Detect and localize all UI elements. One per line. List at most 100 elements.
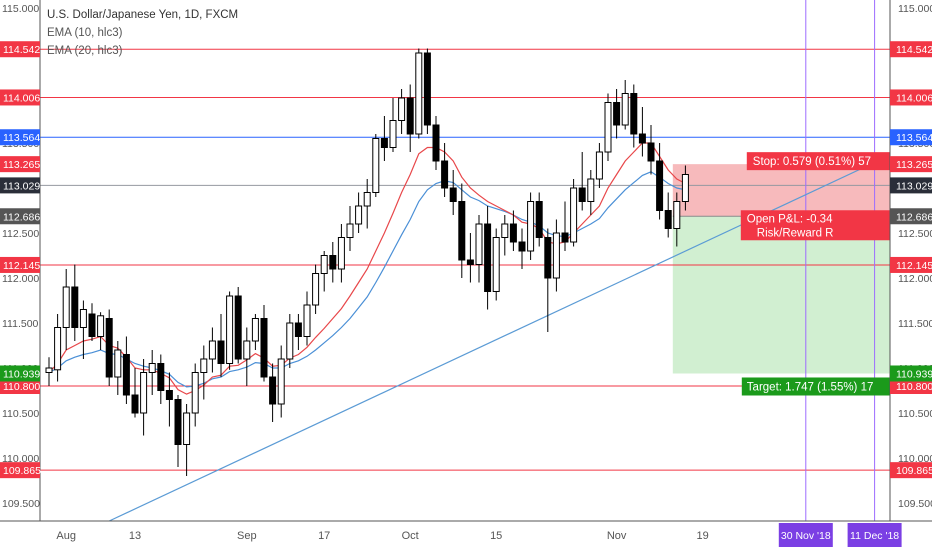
candle-body[interactable] [484, 223, 492, 292]
candle-body[interactable] [458, 201, 466, 261]
candle-body[interactable] [492, 237, 500, 292]
candle-body[interactable] [406, 97, 414, 135]
right-tick-label: 109.500 [898, 498, 932, 510]
candle-body[interactable] [260, 318, 268, 378]
candle-body[interactable] [380, 138, 388, 148]
date-tag-bg [778, 523, 833, 547]
candle-body[interactable] [570, 187, 578, 243]
candle-body[interactable] [337, 237, 345, 270]
candle-body[interactable] [243, 340, 251, 360]
left-tick-label: 115.000 [2, 3, 39, 15]
candle-body[interactable] [501, 223, 509, 238]
candle-body[interactable] [329, 255, 337, 270]
price-tag-110.939-left: 110.939 [3, 368, 40, 380]
date-tag-bg [847, 523, 902, 547]
candle-body[interactable] [432, 124, 440, 162]
candle-body[interactable] [656, 160, 664, 211]
right-tick-label: 112.500 [898, 228, 932, 240]
candle-body[interactable] [441, 160, 449, 189]
candle-body[interactable] [613, 102, 621, 126]
candle-body[interactable] [544, 237, 552, 279]
candle-body[interactable] [234, 295, 242, 360]
price-tag-109.865-left: 109.865 [3, 465, 41, 477]
price-tag-113.029-right-bg [890, 177, 932, 194]
target-zone[interactable] [672, 216, 890, 374]
candle-body[interactable] [140, 372, 148, 414]
candle-body[interactable] [131, 394, 139, 414]
candle-body[interactable] [664, 210, 672, 229]
candle-body[interactable] [303, 304, 311, 337]
candle-body[interactable] [269, 376, 277, 405]
candle-body[interactable] [509, 223, 517, 243]
candle-body[interactable] [286, 322, 294, 360]
candle-body[interactable] [183, 412, 191, 445]
candle-body[interactable] [226, 295, 234, 364]
candle-body[interactable] [673, 201, 681, 229]
candle-body[interactable] [578, 187, 586, 202]
candle-body[interactable] [97, 315, 105, 337]
price-tag-110.939-right: 110.939 [896, 368, 932, 380]
right-tick-label: 110.500 [898, 408, 932, 420]
candle-body[interactable] [527, 201, 535, 252]
price-tag-112.145-left: 112.145 [3, 260, 40, 272]
candle-body[interactable] [45, 367, 53, 373]
right-tick-label: 111.500 [898, 318, 932, 330]
candle-body[interactable] [320, 255, 328, 274]
candle-body[interactable] [621, 93, 629, 126]
candle-body[interactable] [372, 138, 380, 193]
price-tag-110.800-right: 110.800 [896, 381, 932, 393]
candle-body[interactable] [475, 223, 483, 265]
candle-body[interactable] [217, 340, 225, 364]
candle-body[interactable] [535, 201, 543, 238]
symbol-title[interactable]: U.S. Dollar/Japanese Yen, 1D, FXCM [47, 9, 239, 21]
price-tag-112.686-right: 112.686 [896, 211, 932, 223]
price-tag-113.564-right: 113.564 [896, 132, 932, 144]
candle-body[interactable] [604, 102, 612, 153]
candle-body[interactable] [251, 318, 259, 342]
candle-body[interactable] [647, 142, 655, 162]
x-tick-label: Nov [607, 530, 627, 542]
candle-body[interactable] [105, 318, 113, 378]
candle-body[interactable] [157, 363, 165, 391]
candle-body[interactable] [114, 349, 122, 378]
candle-body[interactable] [638, 133, 646, 144]
candle-body[interactable] [355, 205, 363, 225]
candle-body[interactable] [561, 232, 569, 243]
candle-body[interactable] [681, 174, 689, 202]
candle-body[interactable] [398, 97, 406, 121]
candle-body[interactable] [630, 93, 638, 135]
candle-body[interactable] [88, 313, 96, 337]
price-tag-114.542-right-bg [890, 41, 932, 58]
ema-10-legend[interactable]: EMA (10, hlc3) [47, 27, 123, 39]
candle-body[interactable] [312, 273, 320, 306]
candle-body[interactable] [552, 232, 560, 279]
candle-body[interactable] [466, 259, 474, 265]
candle-body[interactable] [62, 286, 70, 328]
price-tag-110.939-left-bg [0, 365, 40, 382]
ema-20-legend[interactable]: EMA (20, hlc3) [47, 45, 123, 57]
candle-body[interactable] [294, 322, 302, 337]
candle-body[interactable] [415, 52, 423, 135]
candle-body[interactable] [148, 363, 156, 373]
candle-body[interactable] [71, 286, 79, 328]
candle-body[interactable] [54, 327, 62, 371]
price-tag-112.686-left: 112.686 [3, 211, 40, 223]
candle-body[interactable] [587, 178, 595, 202]
candle-body[interactable] [79, 309, 87, 328]
candle-body[interactable] [518, 241, 526, 252]
candle-body[interactable] [122, 354, 130, 396]
candle-body[interactable] [277, 358, 285, 405]
candle-body[interactable] [165, 390, 173, 400]
candle-body[interactable] [346, 223, 354, 238]
stop-zone[interactable] [672, 164, 890, 217]
candle-body[interactable] [174, 399, 182, 445]
candle-body[interactable] [423, 52, 431, 126]
candle-body[interactable] [389, 120, 397, 148]
candle-body[interactable] [191, 372, 199, 414]
candle-body[interactable] [208, 340, 216, 360]
candle-body[interactable] [595, 151, 603, 180]
candle-body[interactable] [200, 358, 208, 373]
candle-body[interactable] [363, 192, 371, 207]
candle-body[interactable] [449, 187, 457, 202]
